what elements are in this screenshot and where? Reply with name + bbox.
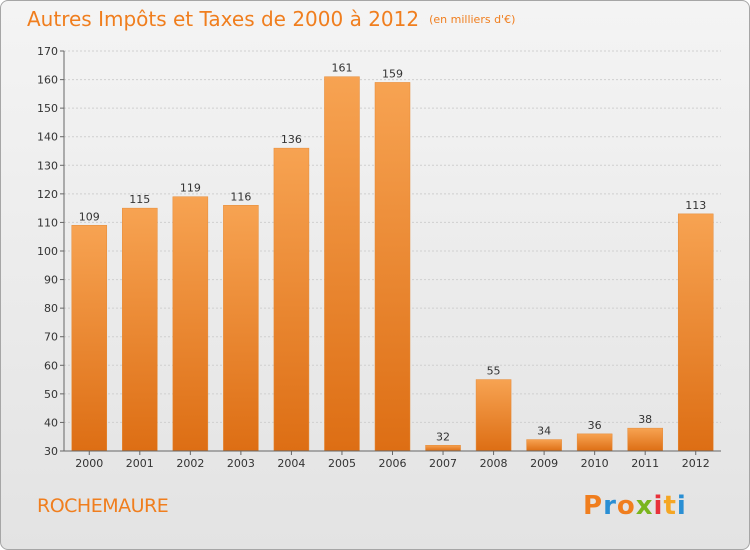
bar xyxy=(677,213,714,452)
x-axis: 2000 2001 2002 2003 2004 2005 2006 2007 2008 2009… xyxy=(64,450,721,470)
logo-letter: P xyxy=(583,491,604,521)
y-tick-label: 160 xyxy=(37,74,58,87)
bar xyxy=(374,82,411,452)
x-tick-label: 2005 xyxy=(328,457,356,470)
bar-value-label: 34 xyxy=(537,425,551,438)
bar-value-label: 113 xyxy=(685,199,706,212)
x-tick-label: 2011 xyxy=(631,457,659,470)
y-tick-label: 140 xyxy=(37,131,58,144)
logo-letter: i xyxy=(676,491,687,521)
y-tick-label: 80 xyxy=(44,302,58,315)
bar-value-label: 116 xyxy=(230,190,251,203)
y-tick-label: 70 xyxy=(44,331,58,344)
bar xyxy=(475,379,512,452)
bar-value-label: 36 xyxy=(588,419,602,432)
bar-value-label: 119 xyxy=(180,182,201,195)
bar xyxy=(576,433,613,452)
proxiti-logo: Proxiti xyxy=(583,491,687,521)
bar-value-label: 32 xyxy=(436,430,450,443)
x-tick-label: 2003 xyxy=(227,457,255,470)
bar xyxy=(273,147,310,452)
y-axis: 30 40 50 60 70 80 90 100 110 120 130 140 150 160 170 xyxy=(37,45,65,458)
bar xyxy=(526,439,562,452)
bar xyxy=(71,225,108,452)
bar-value-label: 159 xyxy=(382,67,403,80)
bars: 109 115 119 116 136 161 159 32 55 34 36 38 113 xyxy=(71,62,714,452)
logo-letter: t xyxy=(663,491,677,521)
x-tick-label: 2012 xyxy=(682,457,710,470)
bar-value-label: 136 xyxy=(281,133,302,146)
logo-letter: i xyxy=(653,491,664,521)
bar xyxy=(324,76,360,452)
bar xyxy=(627,427,663,452)
y-tick-label: 40 xyxy=(44,416,58,429)
y-tick-label: 110 xyxy=(37,216,58,229)
logo-letter: r xyxy=(603,491,617,521)
chart-title-text: Autres Impôts et Taxes de 2000 à 2012 xyxy=(27,7,420,31)
logo-letter: x xyxy=(635,491,654,521)
x-tick-label: 2010 xyxy=(581,457,609,470)
bar-value-label: 55 xyxy=(487,365,501,378)
bar-value-label: 115 xyxy=(129,193,150,206)
chart-title: Autres Impôts et Taxes de 2000 à 2012 (en… xyxy=(27,7,515,31)
commune-name: ROCHEMAURE xyxy=(37,495,169,517)
y-tick-label: 50 xyxy=(44,388,58,401)
x-tick-label: 2009 xyxy=(530,457,558,470)
bar xyxy=(122,207,158,452)
x-tick-label: 2004 xyxy=(277,457,305,470)
x-tick-label: 2007 xyxy=(429,457,457,470)
bar-value-label: 109 xyxy=(79,210,100,223)
x-tick-label: 2002 xyxy=(176,457,204,470)
y-tick-label: 150 xyxy=(37,102,58,115)
x-tick-label: 2000 xyxy=(75,457,103,470)
y-tick-label: 90 xyxy=(44,274,58,287)
bar-value-label: 161 xyxy=(331,62,352,75)
x-tick-label: 2008 xyxy=(480,457,508,470)
y-tick-label: 60 xyxy=(44,359,58,372)
y-tick-label: 100 xyxy=(37,245,58,258)
y-tick-label: 120 xyxy=(37,188,58,201)
x-tick-label: 2006 xyxy=(379,457,407,470)
chart-unit: (en milliers d'€) xyxy=(429,13,516,26)
y-tick-label: 130 xyxy=(37,159,58,172)
bar xyxy=(425,445,461,452)
logo-letter: o xyxy=(616,491,636,521)
x-tick-label: 2001 xyxy=(126,457,154,470)
bar xyxy=(172,196,209,452)
y-tick-label: 170 xyxy=(37,45,58,58)
y-tick-label: 30 xyxy=(44,445,58,458)
bar xyxy=(223,205,259,452)
bar-value-label: 38 xyxy=(638,413,652,426)
